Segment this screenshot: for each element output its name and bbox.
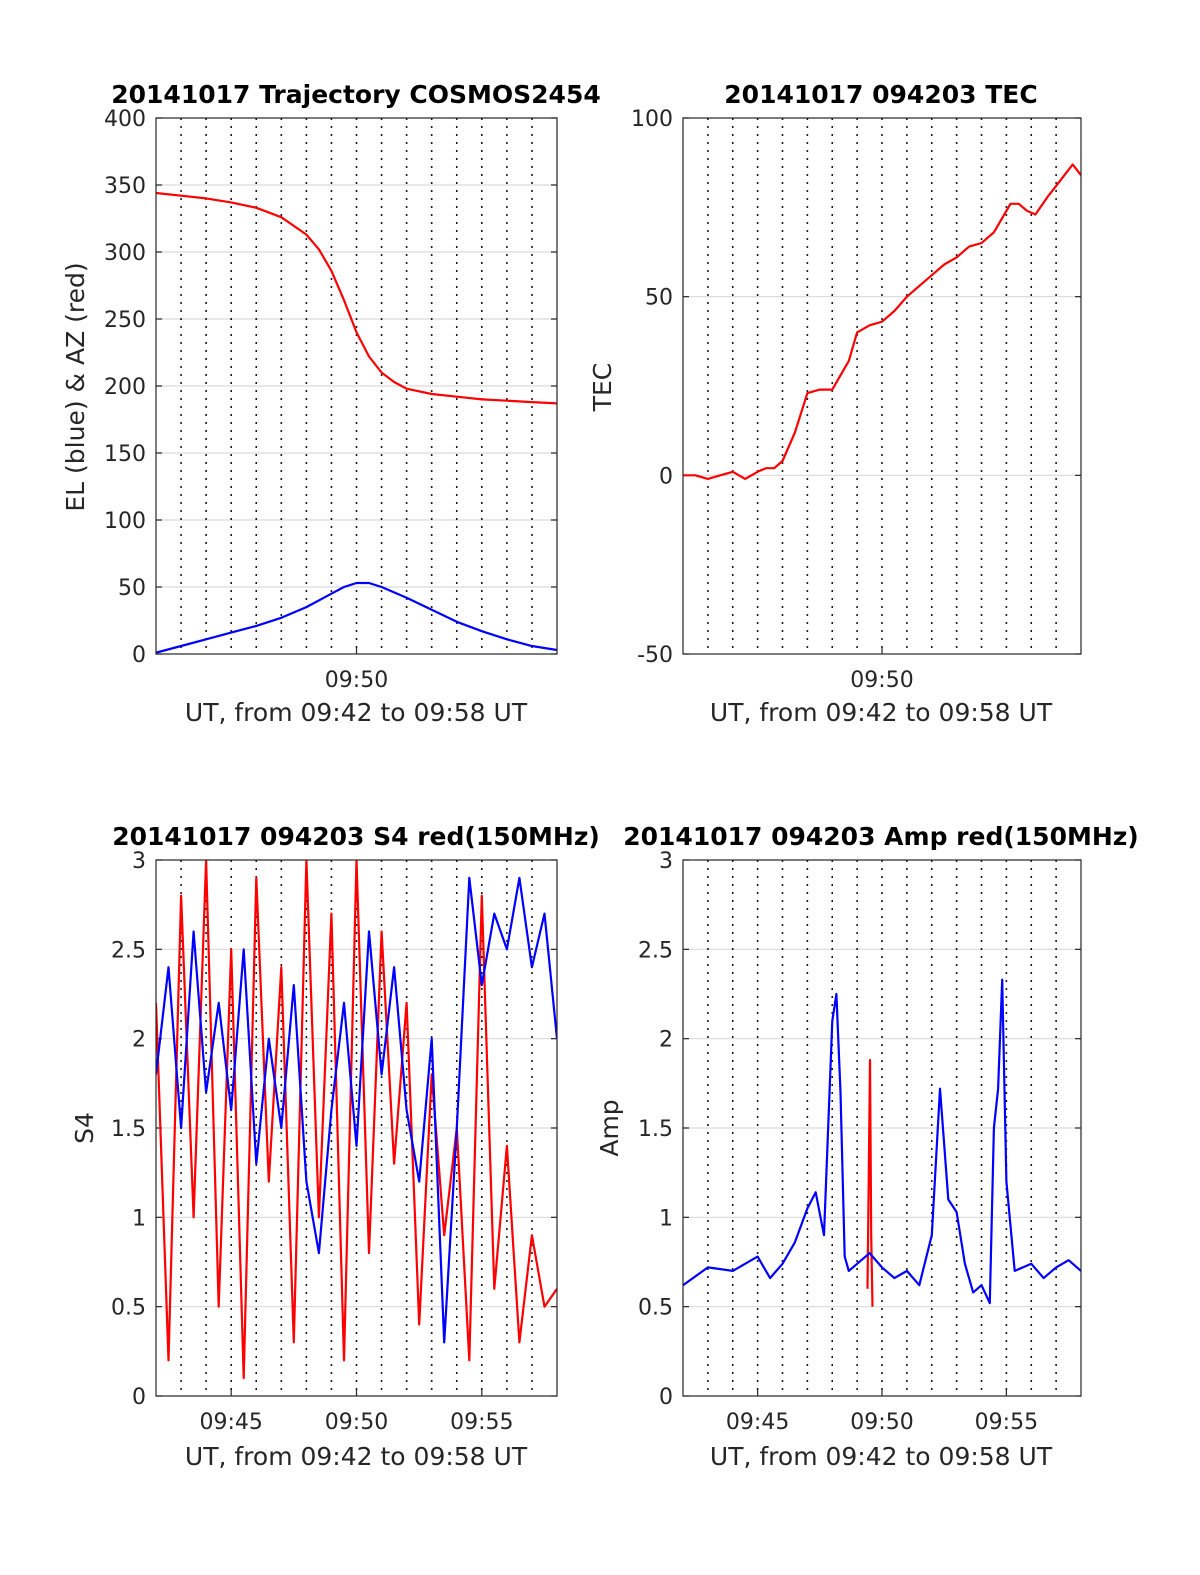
x-axis-label: UT, from 09:42 to 09:58 UT [710, 1442, 1053, 1471]
y-tick-label: 1.5 [638, 1117, 673, 1142]
axes-frame [155, 859, 558, 1397]
y-tick-label: 1 [659, 1206, 673, 1231]
y-axis-label: TEC [588, 363, 617, 413]
chart-title: 20141017 094203 Amp red(150MHz) [623, 822, 1139, 851]
y-axis-label: S4 [70, 1112, 99, 1144]
red-series-line [683, 163, 1081, 480]
y-axis-label: EL (blue) & AZ (red) [61, 262, 90, 511]
x-tick-label: 09:50 [850, 1410, 913, 1435]
y-tick-label: 100 [631, 107, 673, 132]
y-tick-label: 400 [104, 107, 146, 132]
blue-series-line [156, 876, 557, 1344]
x-tick-label: 09:45 [726, 1410, 789, 1435]
y-tick-label: 50 [645, 286, 673, 311]
x-tick-label: 09:45 [199, 1410, 262, 1435]
y-tick-label: 0 [659, 464, 673, 489]
s4-chart: 0 0.5 1 1.5 2 2.5 3 09:45 09:50 09:55 20141017 09… [70, 822, 600, 1471]
chart-title: 20141017 Trajectory COSMOS2454 [111, 80, 601, 109]
y-tick-label: 100 [104, 509, 146, 534]
blue-series-line [156, 581, 557, 654]
y-tick-label: 250 [104, 308, 146, 333]
axes-frame [155, 117, 558, 655]
y-tick-label: 3 [132, 849, 146, 874]
chart-title: 20141017 094203 TEC [724, 80, 1037, 109]
y-tick-label: 0.5 [111, 1296, 146, 1321]
y-tick-label: 200 [104, 375, 146, 400]
chart-title: 20141017 094203 S4 red(150MHz) [112, 822, 600, 851]
blue-series-line [683, 978, 1081, 1305]
x-tick-label: 09:55 [450, 1410, 513, 1435]
y-tick-label: 0 [659, 1385, 673, 1410]
axes-frame [682, 859, 1082, 1397]
x-tick-label: 09:55 [975, 1410, 1038, 1435]
amp-chart: 0 0.5 1 1.5 2 2.5 3 09:45 09:50 09:55 20141017 09… [595, 822, 1139, 1471]
y-tick-label: 2.5 [638, 938, 673, 963]
y-tick-label: 350 [104, 174, 146, 199]
y-tick-label: -50 [637, 643, 673, 668]
x-tick-label: 09:50 [325, 668, 388, 693]
red-series-line [156, 860, 557, 1380]
red-series-line [156, 191, 557, 405]
red-series-line [866, 1058, 874, 1307]
y-tick-label: 2.5 [111, 938, 146, 963]
x-tick-label: 09:50 [325, 1410, 388, 1435]
y-tick-label: 3 [659, 849, 673, 874]
y-tick-label: 150 [104, 442, 146, 467]
tec-chart: -50 0 50 100 09:50 20141017 094203 TEC UT, f… [588, 80, 1082, 727]
x-tick-label: 09:50 [850, 668, 913, 693]
y-tick-label: 0.5 [638, 1296, 673, 1321]
axes-frame [682, 117, 1082, 655]
y-axis-label: Amp [595, 1099, 624, 1156]
y-tick-label: 0 [132, 643, 146, 668]
trajectory-chart: 0 50 100 150 200 250 300 350 400 09:50 20141017 T… [61, 80, 601, 727]
y-tick-label: 2 [659, 1028, 673, 1053]
x-axis-label: UT, from 09:42 to 09:58 UT [185, 698, 528, 727]
y-tick-label: 50 [118, 576, 146, 601]
x-axis-label: UT, from 09:42 to 09:58 UT [185, 1442, 528, 1471]
y-tick-label: 1 [132, 1206, 146, 1231]
y-tick-label: 2 [132, 1028, 146, 1053]
y-tick-label: 0 [132, 1385, 146, 1410]
y-tick-label: 1.5 [111, 1117, 146, 1142]
x-axis-label: UT, from 09:42 to 09:58 UT [710, 698, 1053, 727]
y-tick-label: 300 [104, 241, 146, 266]
